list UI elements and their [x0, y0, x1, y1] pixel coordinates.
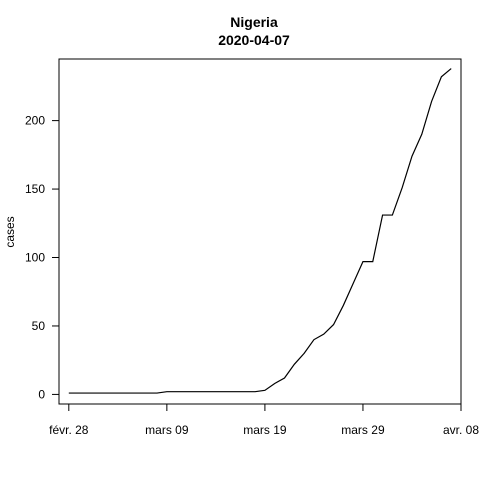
y-tick-label: 200	[25, 114, 45, 128]
x-tick-label: févr. 28	[49, 423, 89, 437]
y-tick-label: 100	[25, 251, 45, 265]
series-line	[68, 68, 452, 394]
y-tick-label: 50	[32, 319, 46, 333]
x-tick-label: mars 09	[145, 423, 189, 437]
plot-frame	[58, 58, 462, 405]
chart-subtitle: 2020-04-07	[218, 32, 290, 48]
y-tick-label: 0	[38, 387, 45, 401]
x-tick-label: mars 19	[243, 423, 287, 437]
x-tick-label: avr. 08	[443, 423, 479, 437]
x-tick-label: mars 29	[341, 423, 385, 437]
y-axis: 0 50 100 150 200	[25, 114, 60, 401]
chart-title: Nigeria	[230, 14, 278, 30]
y-tick-label: 150	[25, 182, 45, 196]
y-axis-label: cases	[3, 216, 17, 247]
x-axis: févr. 28 mars 09 mars 19 mars 29 avr. 08	[49, 403, 479, 437]
